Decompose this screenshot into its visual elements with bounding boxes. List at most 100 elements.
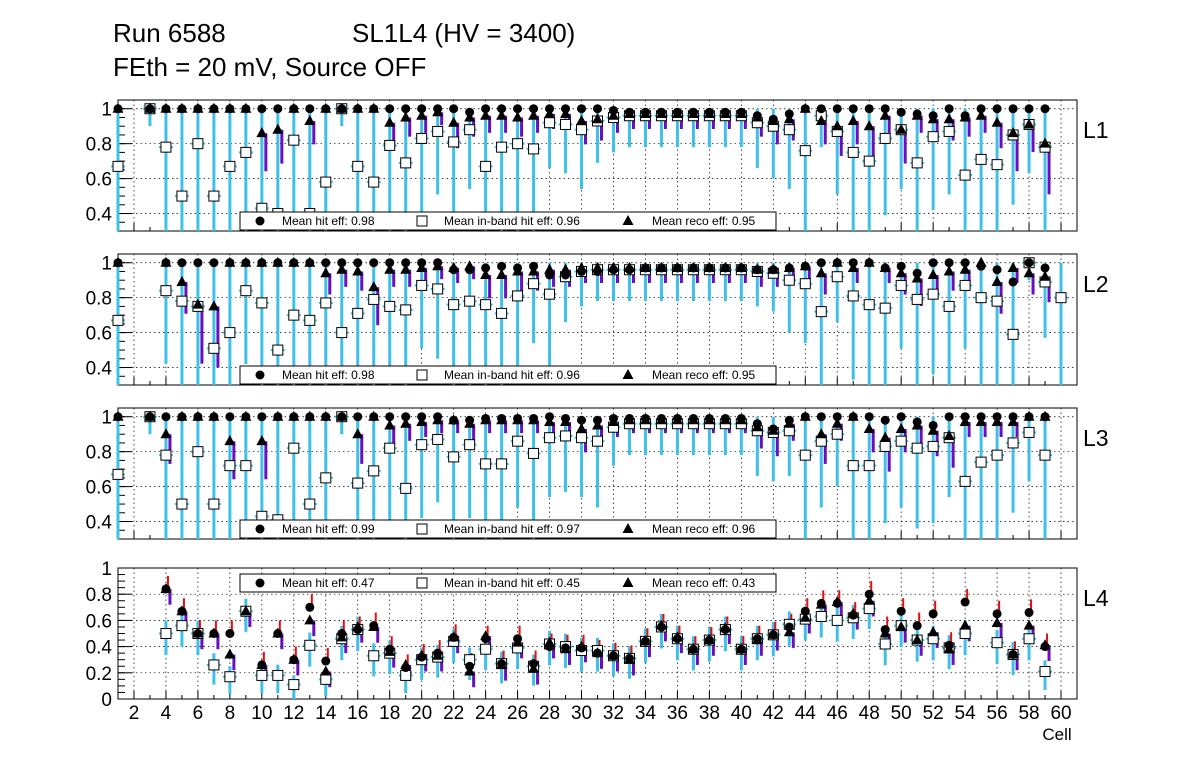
hit-marker — [1008, 277, 1018, 287]
hit-marker — [225, 104, 235, 114]
reco-marker — [943, 429, 955, 440]
reco-marker — [847, 114, 859, 125]
legend-reco-marker — [622, 577, 634, 587]
legend-reco-marker — [622, 523, 634, 533]
reco-marker — [943, 113, 955, 124]
hit-marker — [704, 107, 714, 117]
hit-marker — [816, 258, 826, 268]
hit-marker — [1040, 642, 1050, 652]
hit-marker — [305, 412, 315, 422]
reco-marker — [1039, 270, 1051, 281]
hit-marker — [513, 634, 523, 644]
hit-marker — [145, 412, 155, 422]
hit-marker — [417, 412, 427, 422]
reco-marker — [863, 120, 875, 131]
y-tick-label: 0 — [101, 690, 112, 711]
hit-marker — [289, 412, 299, 422]
hit-marker — [353, 412, 363, 422]
hit-marker — [353, 625, 363, 635]
reco-marker — [895, 620, 907, 631]
y-tick-label: 0.8 — [86, 443, 112, 464]
reco-marker — [240, 605, 252, 616]
hit-marker — [321, 412, 331, 422]
inband-marker — [224, 671, 236, 683]
hit-marker — [656, 107, 666, 117]
hit-marker — [704, 635, 714, 645]
inband-marker — [879, 302, 891, 314]
inband-marker — [240, 146, 252, 158]
inband-marker — [544, 288, 556, 300]
hit-marker — [369, 258, 379, 268]
x-tick-label: 44 — [795, 703, 817, 724]
inband-marker — [831, 614, 843, 626]
inband-marker — [384, 139, 396, 151]
inband-marker — [959, 628, 971, 639]
inband-marker — [464, 295, 476, 307]
hit-marker — [832, 598, 842, 608]
hit-marker — [784, 263, 794, 273]
hit-marker — [912, 268, 922, 278]
hit-marker — [896, 107, 906, 117]
inband-marker — [112, 160, 124, 172]
hit-marker — [720, 413, 730, 423]
legend-box — [239, 519, 777, 539]
hit-marker — [465, 265, 475, 275]
hit-marker — [401, 663, 411, 673]
hit-marker — [225, 258, 235, 268]
reco-marker — [224, 648, 236, 659]
hit-marker — [832, 412, 842, 422]
inband-marker — [576, 432, 588, 444]
reco-marker — [879, 431, 891, 442]
inband-marker — [432, 433, 444, 445]
hit-marker — [529, 104, 539, 114]
hit-marker — [688, 413, 698, 423]
hit-marker — [992, 104, 1002, 114]
hit-marker — [161, 258, 171, 268]
hit-marker — [800, 606, 810, 616]
hit-marker — [449, 265, 459, 275]
legend-inband-marker — [416, 369, 428, 381]
inband-marker — [304, 639, 316, 651]
inband-marker — [224, 460, 236, 472]
hit-marker — [401, 258, 411, 268]
hit-marker — [161, 104, 171, 114]
inband-marker — [783, 124, 795, 136]
hit-marker — [816, 598, 826, 608]
inband-marker — [863, 299, 875, 311]
inband-marker — [991, 295, 1003, 307]
reco-marker — [815, 428, 827, 439]
inband-marker — [528, 447, 540, 459]
inband-marker — [544, 117, 556, 129]
inband-marker — [288, 442, 300, 454]
reco-marker — [576, 422, 588, 433]
y-tick-label: 0.6 — [86, 170, 112, 191]
layer-label: L4 — [1083, 585, 1109, 611]
reco-marker — [959, 263, 971, 274]
hit-marker — [720, 625, 730, 635]
hit-marker — [273, 258, 283, 268]
hit-marker — [561, 413, 571, 423]
reco-marker — [336, 263, 348, 274]
reco-marker — [1007, 261, 1019, 272]
inband-marker — [208, 342, 220, 354]
inband-marker — [400, 482, 412, 494]
inband-marker — [448, 299, 460, 311]
hit-marker — [928, 420, 938, 430]
inband-marker — [863, 155, 875, 167]
hit-marker — [672, 413, 682, 423]
inband-marker — [384, 300, 396, 312]
inband-marker — [911, 442, 923, 454]
inband-marker — [368, 176, 380, 188]
reco-marker — [480, 109, 492, 120]
x-tick-label: 16 — [347, 703, 368, 724]
inband-marker — [927, 131, 939, 143]
reco-marker — [176, 275, 188, 286]
reco-marker — [991, 275, 1003, 286]
inband-marker — [288, 679, 300, 691]
reco-marker — [991, 617, 1003, 628]
reco-marker — [1007, 127, 1019, 138]
inband-marker — [560, 430, 572, 442]
hit-marker — [912, 109, 922, 119]
hit-marker — [481, 104, 491, 114]
hit-marker — [608, 265, 618, 275]
